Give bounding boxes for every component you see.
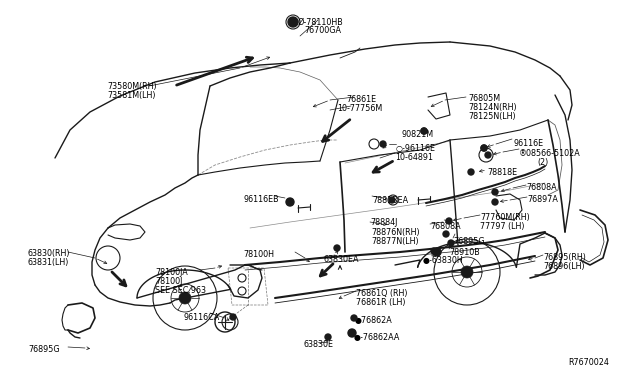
Text: 76895G: 76895G	[453, 237, 484, 246]
Circle shape	[179, 292, 191, 304]
Circle shape	[468, 169, 474, 175]
Text: 96116EB: 96116EB	[243, 195, 278, 204]
Text: 7881BEA: 7881BEA	[372, 196, 408, 205]
Circle shape	[351, 315, 357, 321]
Text: ●-63830H: ●-63830H	[423, 256, 464, 265]
Text: SEE SEC.963: SEE SEC.963	[155, 286, 206, 295]
Text: 76861E: 76861E	[346, 95, 376, 104]
Circle shape	[325, 334, 331, 340]
Text: ○-96116E: ○-96116E	[396, 144, 436, 153]
Circle shape	[421, 128, 427, 134]
Text: 77797 (LH): 77797 (LH)	[480, 222, 525, 231]
Text: 76861Q (RH): 76861Q (RH)	[356, 289, 408, 298]
Circle shape	[389, 197, 395, 203]
Text: 76808A: 76808A	[430, 222, 461, 231]
Text: 90821M: 90821M	[402, 130, 434, 139]
Text: 78884J: 78884J	[370, 218, 397, 227]
Text: ●-76862AA: ●-76862AA	[354, 333, 401, 342]
Text: 76805M: 76805M	[468, 94, 500, 103]
Text: 76895(RH): 76895(RH)	[543, 253, 586, 262]
Text: 73581M(LH): 73581M(LH)	[107, 91, 156, 100]
Circle shape	[348, 329, 356, 337]
Circle shape	[431, 248, 437, 254]
Circle shape	[443, 231, 449, 237]
Text: 63830(RH): 63830(RH)	[28, 249, 70, 258]
Text: 76861R (LH): 76861R (LH)	[356, 298, 406, 307]
Circle shape	[446, 218, 452, 224]
Text: 96116CA: 96116CA	[183, 313, 220, 322]
Text: 78100J: 78100J	[155, 277, 182, 286]
Text: Ø-78110HB: Ø-78110HB	[298, 18, 344, 27]
Text: 78876N(RH): 78876N(RH)	[371, 228, 420, 237]
Text: ●76862A: ●76862A	[355, 316, 393, 325]
Circle shape	[492, 189, 498, 195]
Text: 76895G: 76895G	[28, 345, 60, 354]
Text: 96116E: 96116E	[513, 139, 543, 148]
Text: 76700GA: 76700GA	[304, 26, 341, 35]
Circle shape	[230, 314, 236, 320]
Text: 63830E: 63830E	[304, 340, 334, 349]
Text: 73580M(RH): 73580M(RH)	[107, 82, 157, 91]
Circle shape	[433, 248, 441, 256]
Text: 10-77756M: 10-77756M	[337, 104, 382, 113]
Text: 78818E: 78818E	[487, 168, 517, 177]
Circle shape	[481, 145, 487, 151]
Text: 78100JA: 78100JA	[155, 268, 188, 277]
Text: 77760M(RH): 77760M(RH)	[480, 213, 530, 222]
Text: 63830EA: 63830EA	[324, 255, 360, 264]
Circle shape	[481, 145, 487, 151]
Text: ®08566-5102A: ®08566-5102A	[519, 149, 580, 158]
Text: 78910B: 78910B	[449, 248, 480, 257]
Circle shape	[380, 141, 386, 147]
Text: 76897A: 76897A	[527, 195, 558, 204]
Text: 76896(LH): 76896(LH)	[543, 262, 584, 271]
Circle shape	[492, 199, 498, 205]
Text: 10-64891: 10-64891	[395, 153, 433, 162]
Circle shape	[461, 266, 473, 278]
Text: 78125N(LH): 78125N(LH)	[468, 112, 516, 121]
Circle shape	[448, 240, 454, 246]
Circle shape	[421, 128, 427, 134]
Text: 78877N(LH): 78877N(LH)	[371, 237, 419, 246]
Circle shape	[485, 152, 491, 158]
Text: 63831(LH): 63831(LH)	[28, 258, 69, 267]
Circle shape	[334, 245, 340, 251]
Circle shape	[288, 17, 298, 27]
Text: (2): (2)	[537, 158, 548, 167]
Text: 78100H: 78100H	[243, 250, 274, 259]
Text: R7670024: R7670024	[568, 358, 609, 367]
Circle shape	[286, 198, 294, 206]
Text: 76808A: 76808A	[526, 183, 557, 192]
Text: 78124N(RH): 78124N(RH)	[468, 103, 516, 112]
